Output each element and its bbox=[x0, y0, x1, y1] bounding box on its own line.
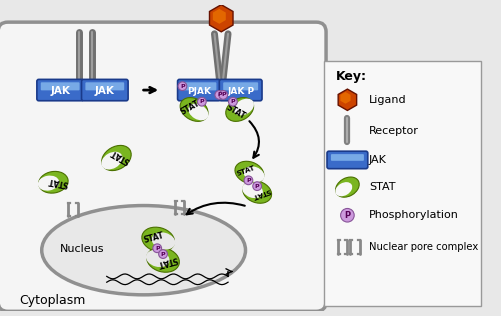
Text: P: P bbox=[255, 184, 260, 189]
Circle shape bbox=[341, 209, 354, 222]
Text: STAT: STAT bbox=[179, 98, 202, 117]
Text: Key:: Key: bbox=[336, 70, 367, 83]
Text: P: P bbox=[221, 92, 225, 97]
Text: Cytoplasm: Cytoplasm bbox=[20, 294, 86, 307]
Text: STAT: STAT bbox=[47, 175, 69, 188]
Circle shape bbox=[219, 91, 227, 99]
Circle shape bbox=[159, 250, 167, 258]
Text: STAT: STAT bbox=[109, 147, 131, 165]
Text: P: P bbox=[344, 211, 351, 220]
Circle shape bbox=[253, 182, 262, 191]
Text: P: P bbox=[155, 246, 159, 251]
Text: STAT: STAT bbox=[225, 102, 247, 121]
Text: P: P bbox=[246, 178, 250, 183]
FancyBboxPatch shape bbox=[331, 154, 364, 161]
Text: STAT: STAT bbox=[235, 165, 256, 177]
Ellipse shape bbox=[234, 99, 254, 115]
Circle shape bbox=[178, 82, 187, 91]
Text: Nucleus: Nucleus bbox=[60, 244, 105, 254]
Circle shape bbox=[197, 97, 206, 106]
Text: JAK: JAK bbox=[95, 86, 115, 96]
Text: JAK P: JAK P bbox=[227, 87, 254, 95]
Ellipse shape bbox=[39, 171, 68, 193]
Ellipse shape bbox=[188, 104, 208, 120]
FancyBboxPatch shape bbox=[0, 22, 326, 311]
Text: Nuclear pore complex: Nuclear pore complex bbox=[369, 242, 478, 252]
FancyBboxPatch shape bbox=[223, 82, 258, 90]
Circle shape bbox=[153, 244, 161, 252]
Ellipse shape bbox=[335, 182, 352, 196]
Ellipse shape bbox=[42, 205, 245, 295]
Text: JAK: JAK bbox=[50, 86, 70, 96]
FancyBboxPatch shape bbox=[177, 79, 220, 101]
Text: Receptor: Receptor bbox=[369, 126, 419, 136]
Ellipse shape bbox=[242, 182, 263, 198]
Ellipse shape bbox=[180, 98, 208, 121]
FancyBboxPatch shape bbox=[85, 82, 124, 90]
Text: Phosphorylation: Phosphorylation bbox=[369, 210, 458, 220]
Ellipse shape bbox=[235, 161, 264, 184]
Text: PJAK: PJAK bbox=[187, 87, 211, 95]
Ellipse shape bbox=[226, 98, 254, 121]
Circle shape bbox=[244, 176, 253, 185]
FancyBboxPatch shape bbox=[219, 79, 262, 101]
Polygon shape bbox=[340, 92, 351, 104]
Ellipse shape bbox=[101, 152, 123, 169]
Text: P: P bbox=[180, 84, 185, 89]
Circle shape bbox=[215, 91, 223, 99]
FancyBboxPatch shape bbox=[41, 82, 80, 90]
Ellipse shape bbox=[147, 247, 179, 272]
Ellipse shape bbox=[102, 145, 131, 171]
Circle shape bbox=[228, 97, 237, 106]
Ellipse shape bbox=[142, 227, 174, 252]
Text: JAK: JAK bbox=[369, 155, 387, 165]
Text: Ligand: Ligand bbox=[369, 95, 406, 105]
FancyBboxPatch shape bbox=[327, 151, 368, 169]
Text: STAT: STAT bbox=[251, 187, 271, 199]
Ellipse shape bbox=[38, 176, 59, 191]
Ellipse shape bbox=[146, 250, 169, 267]
Text: P: P bbox=[217, 92, 221, 97]
Polygon shape bbox=[213, 9, 226, 24]
Text: STAT: STAT bbox=[143, 231, 165, 245]
Ellipse shape bbox=[243, 166, 265, 182]
Text: STAT: STAT bbox=[369, 182, 395, 192]
FancyBboxPatch shape bbox=[82, 79, 128, 101]
Text: P: P bbox=[230, 99, 235, 104]
FancyBboxPatch shape bbox=[181, 82, 216, 90]
Ellipse shape bbox=[242, 181, 272, 203]
Text: P: P bbox=[161, 252, 165, 257]
Polygon shape bbox=[209, 5, 233, 32]
Ellipse shape bbox=[152, 232, 175, 250]
Polygon shape bbox=[338, 89, 357, 111]
Text: STAT: STAT bbox=[156, 254, 179, 268]
Ellipse shape bbox=[336, 177, 359, 197]
FancyBboxPatch shape bbox=[37, 79, 84, 101]
FancyBboxPatch shape bbox=[324, 61, 481, 306]
Text: P: P bbox=[199, 99, 204, 104]
